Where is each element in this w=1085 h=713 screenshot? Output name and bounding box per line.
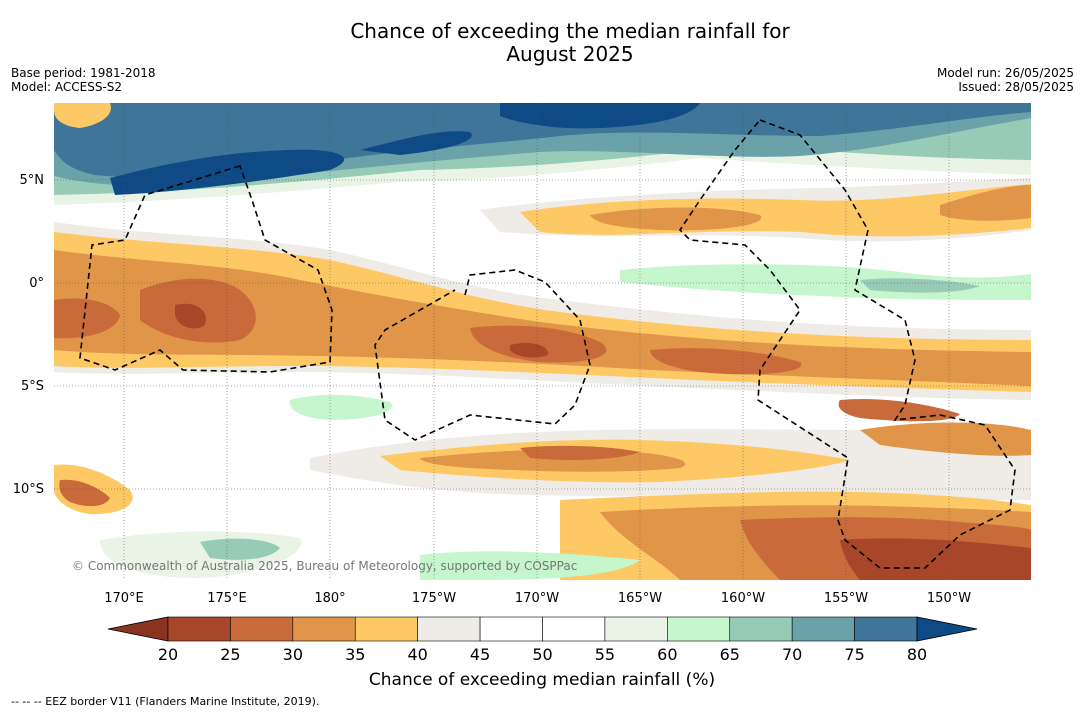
base-period-text: Base period: 1981-2018 <box>11 66 156 80</box>
band-80-plus-c <box>360 131 472 155</box>
colorbar-segment <box>167 616 231 642</box>
band-30-35-north-a <box>590 207 762 231</box>
lat-label-10s: 10°S <box>13 482 44 497</box>
rainfall-probability-field <box>54 103 1031 580</box>
band-25-30-eq-c <box>470 325 607 363</box>
eez-borders <box>79 119 1016 569</box>
title-line-1: Chance of exceeding the median rainfall … <box>350 19 790 43</box>
copyright-text: © Commonwealth of Australia 2025, Bureau… <box>72 559 577 573</box>
band-30-35-north-b <box>940 185 1031 221</box>
model-text: Model: ACCESS-S2 <box>11 80 123 94</box>
band-25-30-southwest <box>59 479 110 507</box>
eez-border-c <box>678 119 1016 569</box>
issued-text: Issued: 28/05/2025 <box>958 80 1074 94</box>
colorbar-tick-label: 75 <box>844 645 864 664</box>
band-20-25-eq-a <box>175 303 206 329</box>
lon-label-170w: 170°W <box>515 591 559 606</box>
colorbar-tick-label: 20 <box>158 645 178 664</box>
colorbar-tick-label: 65 <box>720 645 740 664</box>
lon-label-175e: 175°E <box>207 591 247 606</box>
title-line-2: August 2025 <box>506 42 634 66</box>
eez-footnote: -- -- -- EEZ border V11 (Flanders Marine… <box>11 695 320 708</box>
graticule <box>54 103 1031 580</box>
colorbar-segment <box>417 616 481 642</box>
colorbar-tick-label: 30 <box>283 645 303 664</box>
colorbar-tick-label: 55 <box>595 645 615 664</box>
colorbar-segment <box>542 616 606 642</box>
band-25-30-eq-b <box>54 298 120 339</box>
colorbar-tick-label: 80 <box>907 645 927 664</box>
colorbar-low-extend <box>107 616 169 642</box>
colorbar-segment <box>791 616 855 642</box>
colorbar-high-extend <box>916 616 978 642</box>
colorbar-tick-label: 40 <box>407 645 427 664</box>
lon-label-160w: 160°W <box>721 591 765 606</box>
left-metadata: Base period: 1981-2018 Model: ACCESS-S2 <box>11 66 156 94</box>
right-metadata: Model run: 26/05/2025 Issued: 28/05/2025 <box>937 66 1074 94</box>
colorbar-segment <box>230 616 294 642</box>
band-25-30-eq-e <box>838 398 960 422</box>
band-80-plus-a <box>500 103 700 129</box>
band-20-25-southeast <box>840 538 1031 580</box>
lon-label-170e: 170°E <box>104 591 144 606</box>
colorbar-segment <box>854 616 918 642</box>
colorbar-segment <box>729 616 793 642</box>
lon-label-180: 180° <box>314 591 345 606</box>
colorbar-segment <box>292 616 356 642</box>
colorbar-tick-label: 70 <box>782 645 802 664</box>
lat-label-0: 0° <box>29 276 44 291</box>
band-30-35-equatorial <box>54 250 1031 386</box>
map-title: Chance of exceeding the median rainfall … <box>0 20 1085 66</box>
lat-label-5s: 5°S <box>21 379 44 394</box>
colorbar-tick-label: 50 <box>532 645 552 664</box>
lon-label-155w: 155°W <box>824 591 868 606</box>
colorbar-segment <box>604 616 668 642</box>
nw-dry-patch <box>54 103 111 128</box>
band-25-30-eq-d <box>650 348 802 375</box>
colorbar-title: Chance of exceeding median rainfall (%) <box>369 670 715 690</box>
band-20-25-eq-b <box>510 343 549 358</box>
colorbar-tick-label: 25 <box>220 645 240 664</box>
lon-label-175w: 175°W <box>412 591 456 606</box>
colorbar-tick-label: 60 <box>657 645 677 664</box>
lon-label-165w: 165°W <box>618 591 662 606</box>
eez-border-b <box>374 269 591 441</box>
colorbar-tick-label: 35 <box>345 645 365 664</box>
wet-patch-f <box>860 278 980 293</box>
wet-patch-c <box>200 538 280 560</box>
wet-patch-d <box>420 551 640 580</box>
lon-label-150w: 150°W <box>927 591 971 606</box>
colorbar-segment <box>667 616 731 642</box>
colorbar: 20 25 30 35 40 45 50 55 60 65 70 75 80 <box>107 616 978 664</box>
colorbar-segment <box>354 616 418 642</box>
colorbar-tick-label: 45 <box>470 645 490 664</box>
band-25-30-south <box>520 445 640 460</box>
model-run-text: Model run: 26/05/2025 <box>936 66 1074 80</box>
lat-label-5n: 5°N <box>20 173 45 188</box>
wet-patch-a <box>289 394 392 420</box>
colorbar-segment <box>479 616 543 642</box>
eez-border-a <box>79 165 333 373</box>
